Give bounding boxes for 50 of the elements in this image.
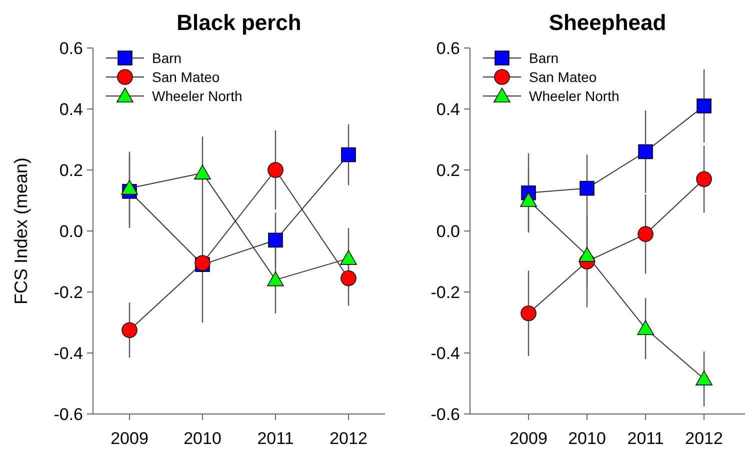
point	[340, 270, 356, 286]
legend-label: Wheeler North	[152, 88, 242, 104]
y-tick-label: 0.0	[436, 222, 460, 241]
x-tick-label: 2009	[110, 429, 148, 448]
y-tick-label: 0.2	[59, 160, 83, 180]
point	[340, 250, 357, 265]
point	[194, 164, 211, 180]
legend-label: San Mateo	[529, 68, 597, 85]
point	[121, 180, 138, 195]
point	[122, 322, 138, 338]
y-tick-label: -0.6	[430, 404, 460, 424]
y-tick-label: 0.6	[436, 38, 460, 58]
y-tick-label: -0.2	[430, 282, 460, 302]
point	[268, 162, 284, 178]
point	[696, 171, 712, 188]
y-tick-label: -0.4	[430, 344, 460, 363]
y-tick-label: 0.0	[59, 222, 83, 241]
point	[696, 370, 712, 386]
point	[696, 98, 712, 114]
point	[580, 180, 594, 196]
legend-label: San Mateo	[152, 68, 220, 85]
point	[637, 320, 654, 335]
point	[520, 192, 537, 207]
point	[520, 305, 536, 322]
chart-title: Black perch	[176, 10, 302, 35]
x-tick-label: 2009	[510, 429, 548, 448]
y-tick-label: -0.2	[54, 282, 83, 302]
point	[638, 144, 653, 160]
y-tick-label: 0.4	[436, 100, 460, 119]
chart-title: Sheephead	[548, 10, 666, 35]
x-tick-label: 2010	[184, 429, 222, 448]
x-tick-label: 2010	[568, 429, 606, 448]
x-tick-label: 2012	[685, 429, 723, 448]
x-tick-label: 2012	[330, 429, 368, 448]
point	[341, 147, 356, 162]
x-tick-label: 2011	[627, 429, 664, 448]
point	[638, 226, 654, 242]
legend-label: Barn	[152, 50, 182, 66]
y-axis-title: FCS Index (mean)	[11, 157, 31, 305]
x-tick-label: 2011	[257, 429, 294, 448]
y-tick-label: -0.6	[54, 404, 83, 424]
y-tick-label: 0.2	[436, 160, 460, 180]
y-tick-label: -0.4	[54, 344, 83, 363]
legend-label: Wheeler North	[529, 88, 620, 104]
point	[267, 271, 284, 286]
legend-label: Barn	[529, 50, 559, 66]
y-tick-label: 0.4	[59, 100, 83, 119]
point	[268, 232, 283, 248]
point	[578, 247, 596, 262]
y-tick-label: 0.6	[59, 38, 83, 58]
